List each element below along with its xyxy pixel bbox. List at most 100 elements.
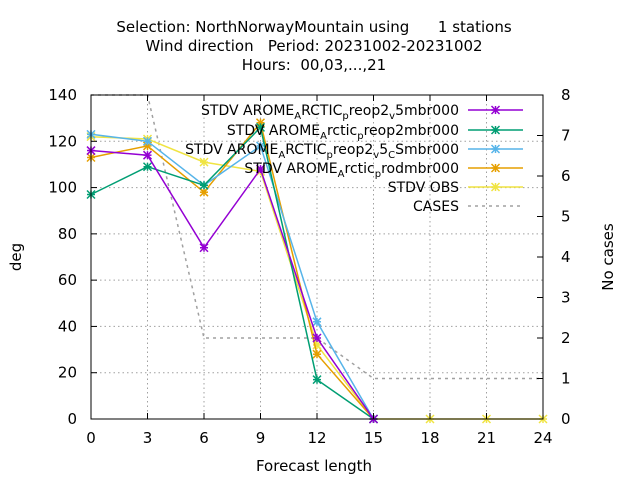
data-point	[312, 317, 322, 327]
legend-label-part: A	[278, 150, 285, 161]
legend-sample-marker	[490, 182, 501, 192]
legend-label-part: RCTIC	[285, 142, 326, 158]
y2-tick-label: 6	[561, 167, 571, 185]
y2-tick-label: 5	[561, 208, 571, 226]
legend-label-part: p	[342, 111, 348, 122]
legend-label-part: rodmbr000	[381, 161, 459, 177]
legend-label-part: 5	[379, 142, 388, 158]
x-tick-label: 3	[143, 429, 153, 447]
legend-label: STDV AROMEArcticprodmbr000	[244, 161, 459, 180]
data-point	[312, 375, 322, 385]
legend-label-part: v	[389, 111, 395, 122]
y2-tick-label: 7	[561, 127, 571, 145]
y2-tick-label: 1	[561, 370, 571, 388]
legend-label: STDV AROMEArcticpreop2mbr000	[227, 123, 459, 142]
x-tick-label: 9	[256, 429, 266, 447]
data-point	[312, 349, 322, 359]
y2-tick-label: 4	[561, 248, 571, 266]
legend-label-part: CASES	[413, 199, 459, 215]
x-axis-label: Forecast length	[256, 457, 372, 475]
legend-label-part: rctic	[327, 123, 357, 139]
legend-label: STDV AROMEARCTICpreop2v5CSmbr000	[185, 142, 459, 161]
data-point	[255, 141, 266, 151]
x-tick-label: 21	[477, 429, 496, 447]
data-point	[199, 243, 209, 253]
data-point	[255, 164, 266, 174]
data-point	[142, 162, 153, 172]
legend-label-part: p	[375, 169, 381, 180]
y2-tick-label: 3	[561, 289, 571, 307]
legend-label-part: A	[294, 111, 301, 122]
series-5	[91, 94, 543, 380]
legend-label-part: reop2	[349, 103, 389, 119]
x-tick-label: 0	[86, 429, 96, 447]
title-line-2: Wind direction Period: 20231002-20231002	[145, 37, 482, 55]
x-tick-label: 24	[533, 429, 552, 447]
y-tick-label: 100	[48, 179, 77, 197]
legend-sample-marker	[490, 125, 501, 135]
series-line-1	[90, 125, 374, 420]
legend-label: STDV AROMEARCTICpreop2v5mbr000	[201, 103, 459, 122]
y2-tick-label: 2	[561, 329, 571, 347]
y2-axis-label: No cases	[599, 223, 617, 291]
x-tick-label: 18	[420, 429, 439, 447]
legend-item-5: CASES	[413, 199, 523, 215]
legend-label-part: STDV OBS	[388, 180, 459, 196]
legend-label-part: RCTIC	[301, 103, 342, 119]
legend-sample-marker	[490, 105, 501, 115]
x-tick-label: 12	[307, 429, 326, 447]
y-tick-label: 140	[48, 86, 77, 104]
legend-label-part: reop2	[333, 142, 373, 158]
y-tick-label: 120	[48, 132, 77, 150]
legend-label-part: STDV AROME	[201, 103, 294, 119]
data-point	[199, 180, 209, 190]
legend-label-part: A	[320, 131, 327, 142]
y-tick-label: 80	[58, 225, 77, 243]
legend-label: CASES	[413, 199, 459, 215]
series-line-0	[90, 149, 375, 420]
data-point	[199, 187, 209, 197]
y-tick-label: 20	[58, 364, 77, 382]
legend-label-part: STDV AROME	[227, 123, 320, 139]
y2-tick-label: 8	[561, 86, 571, 104]
data-point	[199, 157, 209, 167]
data-point	[312, 333, 322, 343]
legend-label-part: reop2mbr000	[364, 123, 459, 139]
y-tick-label: 40	[58, 317, 77, 335]
x-tick-label: 15	[364, 429, 383, 447]
chart-title: Selection: NorthNorwayMountain using 1 s…	[116, 18, 512, 74]
legend-label-part: p	[327, 150, 333, 161]
series-line-2	[90, 133, 375, 420]
data-point	[142, 150, 153, 160]
legend-label-part: C	[388, 150, 395, 161]
legend-label-part: A	[338, 169, 345, 180]
axis-ticks: 0 3 6 9 12 15 18 21 2402040608010012014001234567…	[48, 86, 570, 447]
title-line-3: Hours: 00,03,...,21	[242, 56, 386, 74]
y-tick-label: 60	[58, 271, 77, 289]
legend-label-part: v	[373, 150, 379, 161]
y-axis-label: deg	[7, 243, 25, 271]
legend-label-part: Smbr000	[395, 142, 459, 158]
legend-sample-marker	[490, 163, 501, 173]
series-line-5	[91, 94, 543, 380]
legend-item-4: STDV OBS	[388, 180, 523, 196]
legend-label: STDV OBS	[388, 180, 459, 196]
legend-label-part: 5mbr000	[395, 103, 459, 119]
title-line-1: Selection: NorthNorwayMountain using 1 s…	[116, 18, 512, 36]
legend-item-1: STDV AROMEArcticpreop2mbr000	[227, 123, 523, 142]
legend-item-3: STDV AROMEArcticprodmbr000	[244, 161, 523, 180]
series-0	[86, 146, 379, 424]
legend-label-part: p	[357, 131, 363, 142]
legend-label-part: STDV AROME	[185, 142, 278, 158]
legend-sample-marker	[490, 144, 501, 154]
legend-item-0: STDV AROMEARCTICpreop2v5mbr000	[201, 103, 523, 122]
legend-item-2: STDV AROMEARCTICpreop2v5CSmbr000	[185, 142, 523, 161]
y-tick-label: 0	[67, 410, 77, 428]
legend-label-part: rctic	[345, 161, 375, 177]
y2-tick-label: 0	[561, 410, 571, 428]
legend-label-part: STDV AROME	[244, 161, 337, 177]
data-point	[142, 136, 153, 146]
